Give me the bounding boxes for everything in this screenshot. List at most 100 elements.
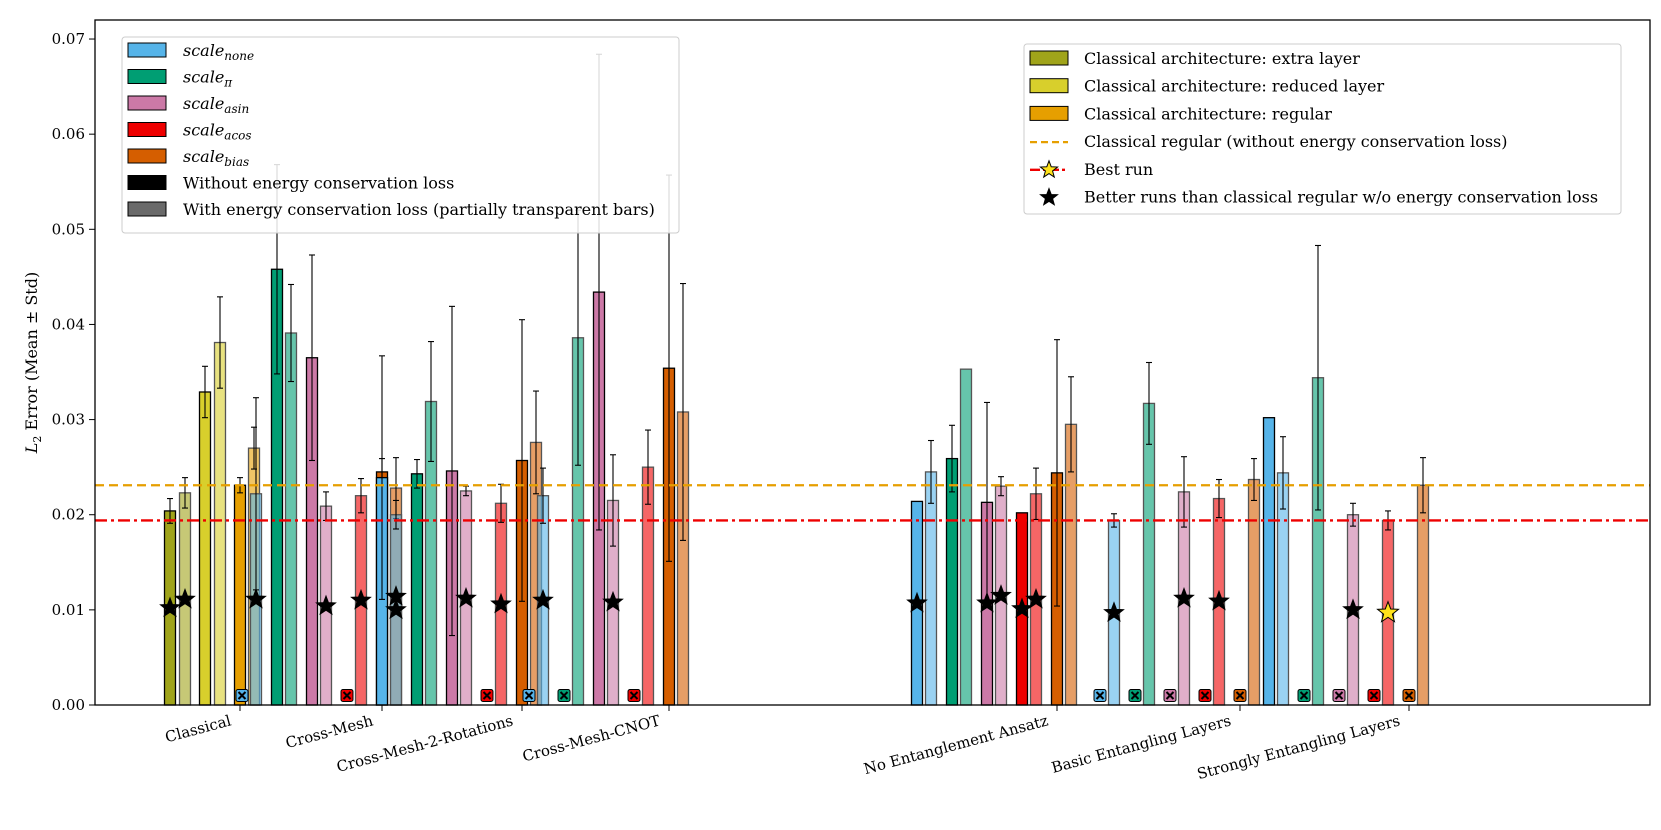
failed-run-marker [522,688,536,702]
y-tick-label: 0.05 [52,220,85,238]
legend-scales: scalenone scaleπ scaleasin scaleacos scalebi… [121,36,680,234]
bar-classical-reduced-energy [213,341,227,706]
legend-swatch [127,42,167,58]
legend-architectures: Classical architecture: extra layer Class… [1023,43,1622,215]
better-run-star [1025,587,1047,609]
legend-swatch [1029,105,1069,121]
x-tick-label: Cross-Mesh-CNOT [520,711,662,765]
legend-swatch [127,122,167,137]
legend-swatch [127,201,167,217]
legend-label: With energy conservation loss (partially… [183,200,655,219]
legend-label: Classical architecture: reduced layer [1084,77,1384,96]
legend-frame [1023,43,1622,215]
better-run-star [990,584,1012,605]
better-run-star [1173,587,1195,608]
better-run-star [1208,589,1230,611]
bar-classical-reduced [198,391,212,706]
better-run-star [490,592,512,614]
x-cross-icon [1200,691,1210,700]
legend-swatch [127,148,167,164]
failed-run-marker [1297,688,1311,702]
x-cross-icon [1299,691,1309,700]
better-run-star [1011,597,1033,619]
legend-label: Classical architecture: extra layer [1084,49,1360,68]
failed-run-marker [1402,688,1416,702]
legend-label: Classical architecture: regular [1084,104,1332,123]
better-run-star [385,598,407,620]
failed-run-marker [1093,688,1107,702]
better-run-star [245,587,267,609]
failed-run-marker [1198,688,1212,702]
x-cross-icon [1334,691,1344,700]
better-run-star [906,591,928,613]
x-cross-icon [482,691,492,700]
better-run-star [159,596,181,618]
failed-run-marker [1332,688,1346,702]
best-run-star [1376,600,1400,623]
legend-frame [121,36,680,234]
y-tick-label: 0.06 [52,125,85,143]
failed-run-marker [1163,688,1177,702]
legend-label: Classical regular (without energy conser… [1084,132,1507,151]
legend-label: scalenone [183,41,254,63]
failed-run-marker [627,688,641,702]
plot-frame [94,19,1651,706]
bar-no-entanglement-ansatz-none-energy [924,471,938,706]
better-run-star [174,587,196,609]
bar-cross-mesh-2-rotations-pi [410,473,424,706]
better-run-star [532,588,554,610]
legend-swatch [1029,50,1069,66]
y-tick-label: 0.02 [52,506,85,524]
x-cross-icon [559,691,569,700]
legend-label: scaleπ [183,68,233,90]
better-run-star [1103,601,1125,622]
bar-strongly-entangling-layers-bias-energy [1416,484,1430,706]
y-tick-label: 0.00 [52,696,85,714]
bar-no-entanglement-ansatz-pi-energy [959,368,973,706]
bar-basic-entangling-layers-bias-energy [1247,478,1261,706]
x-cross-icon [524,691,534,700]
x-cross-icon [1095,691,1105,700]
bar-cross-mesh-pi-energy [284,332,298,706]
legend-label: Best run [1084,160,1153,179]
failed-run-marker [1233,688,1247,702]
y-tick-label: 0.01 [52,601,85,619]
y-tick-label: 0.04 [52,315,85,333]
x-cross-icon [1130,691,1140,700]
better-run-star [976,591,998,613]
failed-run-marker [235,688,249,702]
best-run-star-icon [1039,159,1059,179]
bar-basic-entangling-layers-pi-energy [1142,402,1156,706]
better-run-star [455,587,477,608]
x-tick-label: Cross-Mesh [284,711,376,752]
x-tick-label: No Entanglement Ansatz [862,711,1050,778]
y-axis-label: L2 Error (Mean ± Std) [22,272,44,454]
x-cross-icon [1165,691,1175,700]
x-cross-icon [1404,691,1414,700]
better-run-star [1342,598,1364,620]
better-run-star [350,588,372,610]
star-icon [1039,187,1059,206]
x-cross-icon [629,691,639,700]
legend-label: scalebias [183,147,249,169]
x-cross-icon [1235,691,1245,700]
bar-strongly-entangling-layers-none [1262,417,1276,706]
better-run-star [315,594,337,616]
bar-classical-regular [233,484,247,706]
x-tick-label: Classical [163,711,233,746]
y-tick-label: 0.03 [52,411,85,429]
legend-swatch [127,95,167,111]
bar-no-entanglement-ansatz-pi [945,457,959,706]
legend-label: scaleasin [183,94,249,116]
better-run-star [602,590,624,612]
failed-run-marker [557,688,571,702]
x-cross-icon [1369,691,1379,700]
legend-swatch [1029,78,1069,94]
failed-run-marker [1367,688,1381,702]
failed-run-marker [340,688,354,702]
failed-run-marker [480,688,494,702]
x-cross-icon [237,691,247,700]
legend-swatch [127,69,167,84]
legend-swatch [127,175,167,190]
